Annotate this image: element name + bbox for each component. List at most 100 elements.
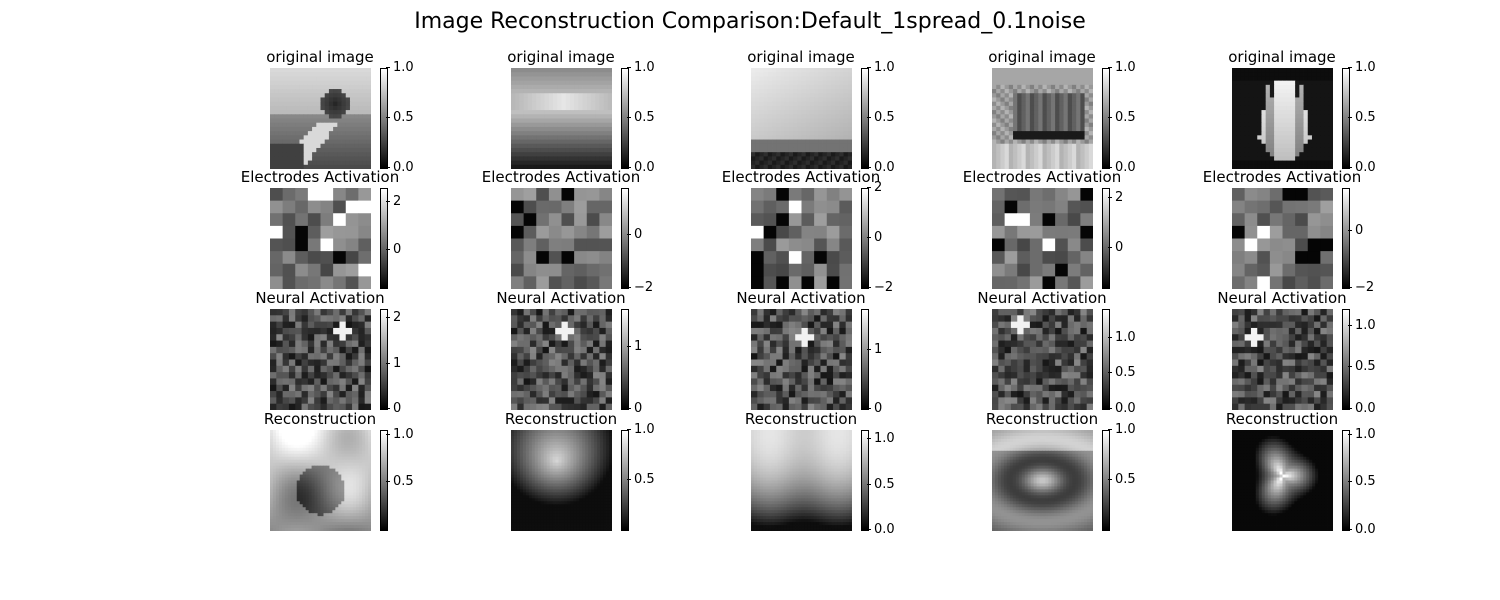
colorbar-tick: 1.0	[627, 61, 669, 75]
colorbar	[1102, 68, 1110, 169]
panel-title: Neural Activation	[977, 289, 1107, 307]
panel-image	[511, 309, 612, 410]
colorbar-tick-label: 0	[634, 227, 643, 243]
colorbar-tick: 0	[1348, 222, 1390, 238]
heatmap-electrodes	[1232, 188, 1333, 289]
colorbar-tick-label: 0	[874, 230, 883, 245]
colorbar-tick: 0	[627, 401, 669, 416]
panel-neural-3: Neural Activation 0 1	[736, 289, 901, 424]
colorbar-tick-label: 0.5	[1115, 365, 1136, 381]
panel-neural-5: Neural Activation 0.0 0.5 1.0	[1217, 289, 1382, 424]
colorbar-tick: 1.0	[867, 60, 909, 75]
colorbar-tick-label: 0.5	[1355, 474, 1376, 490]
colorbar-tick-label: 0.0	[1355, 160, 1376, 175]
colorbar-tick: 0	[1108, 241, 1150, 255]
panel-image	[751, 68, 852, 169]
colorbar-tick: 2	[1108, 190, 1150, 205]
panel-title: Reconstruction	[1225, 410, 1339, 428]
colorbar-tick: 2	[867, 181, 909, 195]
colorbar-tick-label: 0.5	[1115, 472, 1136, 487]
colorbar-tick-label: 0.5	[634, 110, 655, 125]
colorbar-tick: 1.0	[627, 422, 669, 437]
heatmap-reconstruction	[511, 430, 612, 531]
colorbar-tick: 1.0	[1108, 330, 1150, 345]
colorbar-tick-label: 1	[634, 338, 643, 354]
colorbar-tick-label: 1.0	[1355, 60, 1376, 75]
colorbar-tick-label: 1.0	[874, 60, 895, 75]
colorbar-tick: 2	[386, 310, 428, 326]
panel-reconstruction-1: Reconstruction 0.5 1.0	[264, 410, 420, 545]
colorbar-tick: 1.0	[1108, 60, 1150, 75]
panel-image	[270, 309, 371, 410]
panel-title: original image	[747, 48, 855, 66]
colorbar-tick-label: 2	[393, 310, 402, 326]
panel-neural-1: Neural Activation 0 1 2	[255, 289, 420, 424]
heatmap-electrodes	[751, 188, 852, 289]
colorbar-tick-label: 1.0	[634, 422, 655, 437]
colorbar-tick-label: 2	[1115, 190, 1124, 205]
colorbar	[1102, 309, 1110, 410]
panel-original-5: original image 0.0 0.5 1.0	[1228, 48, 1382, 183]
heatmap-original	[751, 68, 852, 169]
heatmap-original	[992, 68, 1093, 169]
colorbar	[380, 188, 388, 289]
colorbar-tick: 0.5	[386, 475, 428, 489]
panel-electrodes-1: Electrodes Activation 0 2	[241, 168, 420, 303]
panel-electrodes-4: Electrodes Activation 0 2	[963, 168, 1142, 303]
colorbar-tick-label: −2	[874, 280, 894, 295]
colorbar-tick-label: 0.0	[1355, 522, 1376, 537]
heatmap-electrodes	[992, 188, 1093, 289]
panel-title: original image	[988, 48, 1096, 66]
panel-image	[511, 68, 612, 169]
colorbar	[380, 309, 388, 410]
colorbar-tick: 0.0	[1108, 402, 1150, 416]
colorbar	[621, 430, 629, 531]
colorbar-tick: 0.5	[1108, 472, 1150, 487]
colorbar-tick-label: 0.5	[1115, 110, 1136, 125]
panel-title: Neural Activation	[1217, 289, 1347, 307]
panel-title: Electrodes Activation	[240, 168, 400, 186]
colorbar-tick: 1	[386, 356, 428, 371]
heatmap-electrodes	[511, 188, 612, 289]
heatmap-reconstruction	[992, 430, 1093, 531]
heatmap-reconstruction	[1232, 430, 1333, 531]
colorbar-tick: 0	[867, 401, 909, 416]
colorbar	[861, 188, 869, 289]
panel-reconstruction-4: Reconstruction 0.5 1.0	[986, 410, 1142, 545]
colorbar	[621, 68, 629, 169]
colorbar-tick-label: 1.0	[1115, 60, 1136, 75]
heatmap-neural	[751, 309, 852, 410]
panel-image	[511, 430, 612, 531]
colorbar-tick: 1.0	[1108, 422, 1150, 437]
panel-neural-4: Neural Activation 0.0 0.5 1.0	[977, 289, 1142, 424]
heatmap-neural	[511, 309, 612, 410]
colorbar-tick-label: 1.0	[1115, 422, 1136, 437]
colorbar-tick: 0.5	[627, 110, 669, 125]
panel-original-4: original image 0.0 0.5 1.0	[988, 48, 1142, 183]
panel-title: Electrodes Activation	[962, 168, 1122, 186]
colorbar-tick: 1.0	[867, 432, 909, 446]
panel-title: Neural Activation	[496, 289, 626, 307]
colorbar-tick: 0	[867, 230, 909, 245]
colorbar-tick: 0.5	[1348, 111, 1390, 125]
panel-image	[992, 68, 1093, 169]
colorbar-tick-label: 2	[393, 194, 402, 210]
colorbar-tick-label: −2	[1355, 280, 1375, 295]
colorbar-tick: 0.5	[386, 110, 428, 125]
colorbar-tick: −2	[867, 280, 909, 295]
colorbar-tick: 0.5	[867, 111, 909, 125]
panel-electrodes-2: Electrodes Activation −2 0	[482, 168, 661, 303]
panel-title: Reconstruction	[985, 410, 1099, 428]
colorbar	[1102, 188, 1110, 289]
panel-title: Electrodes Activation	[481, 168, 641, 186]
colorbar-tick: 0.5	[1108, 365, 1150, 381]
panel-reconstruction-5: Reconstruction 0.0 0.5 1.0	[1226, 410, 1382, 545]
panel-electrodes-5: Electrodes Activation −2 0	[1203, 168, 1382, 303]
colorbar-tick: 0	[627, 227, 669, 243]
heatmap-electrodes	[270, 188, 371, 289]
colorbar-tick-label: 0	[1355, 222, 1364, 238]
colorbar-tick-label: 0.5	[393, 110, 414, 125]
panel-title: Electrodes Activation	[721, 168, 881, 186]
colorbar-tick-label: 0	[874, 401, 883, 416]
colorbar-tick-label: 0	[634, 401, 643, 416]
